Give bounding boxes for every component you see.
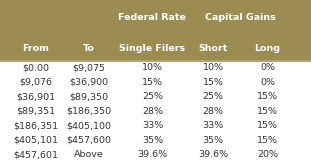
Text: $9,076: $9,076 <box>19 78 52 87</box>
Text: $457,600: $457,600 <box>66 136 111 145</box>
Text: 33%: 33% <box>142 121 163 130</box>
Text: 15%: 15% <box>257 107 278 116</box>
Text: Short: Short <box>198 44 228 53</box>
Text: $89,350: $89,350 <box>69 92 108 101</box>
Text: $89,351: $89,351 <box>16 107 55 116</box>
Text: 20%: 20% <box>257 150 278 159</box>
Text: $36,900: $36,900 <box>69 78 108 87</box>
Text: $36,901: $36,901 <box>16 92 55 101</box>
Text: 0%: 0% <box>260 78 275 87</box>
Text: 15%: 15% <box>202 78 224 87</box>
Text: 28%: 28% <box>202 107 224 116</box>
Text: $186,350: $186,350 <box>66 107 111 116</box>
Text: 28%: 28% <box>142 107 163 116</box>
Bar <box>0 0 311 61</box>
Text: 33%: 33% <box>202 121 224 130</box>
Text: Federal Rate: Federal Rate <box>118 13 186 22</box>
Text: 10%: 10% <box>202 64 224 72</box>
Text: $405,100: $405,100 <box>66 121 111 130</box>
Text: 0%: 0% <box>260 64 275 72</box>
Text: 15%: 15% <box>257 136 278 145</box>
Text: 39.6%: 39.6% <box>137 150 167 159</box>
Text: $457,601: $457,601 <box>13 150 58 159</box>
Text: 35%: 35% <box>142 136 163 145</box>
Text: 10%: 10% <box>142 64 163 72</box>
Text: 25%: 25% <box>142 92 163 101</box>
Text: $186,351: $186,351 <box>13 121 58 130</box>
Text: 15%: 15% <box>142 78 163 87</box>
Text: 15%: 15% <box>257 92 278 101</box>
Text: Capital Gains: Capital Gains <box>205 13 276 22</box>
Text: From: From <box>22 44 49 53</box>
Text: 35%: 35% <box>202 136 224 145</box>
Text: $0.00: $0.00 <box>22 64 49 72</box>
Text: $9,075: $9,075 <box>72 64 105 72</box>
Text: Single Filers: Single Filers <box>119 44 185 53</box>
Bar <box>0 61 311 162</box>
Text: 15%: 15% <box>257 121 278 130</box>
Text: To: To <box>83 44 95 53</box>
Text: $405,101: $405,101 <box>13 136 58 145</box>
Text: Above: Above <box>74 150 104 159</box>
Text: Long: Long <box>254 44 281 53</box>
Text: 39.6%: 39.6% <box>198 150 228 159</box>
Text: 25%: 25% <box>202 92 224 101</box>
